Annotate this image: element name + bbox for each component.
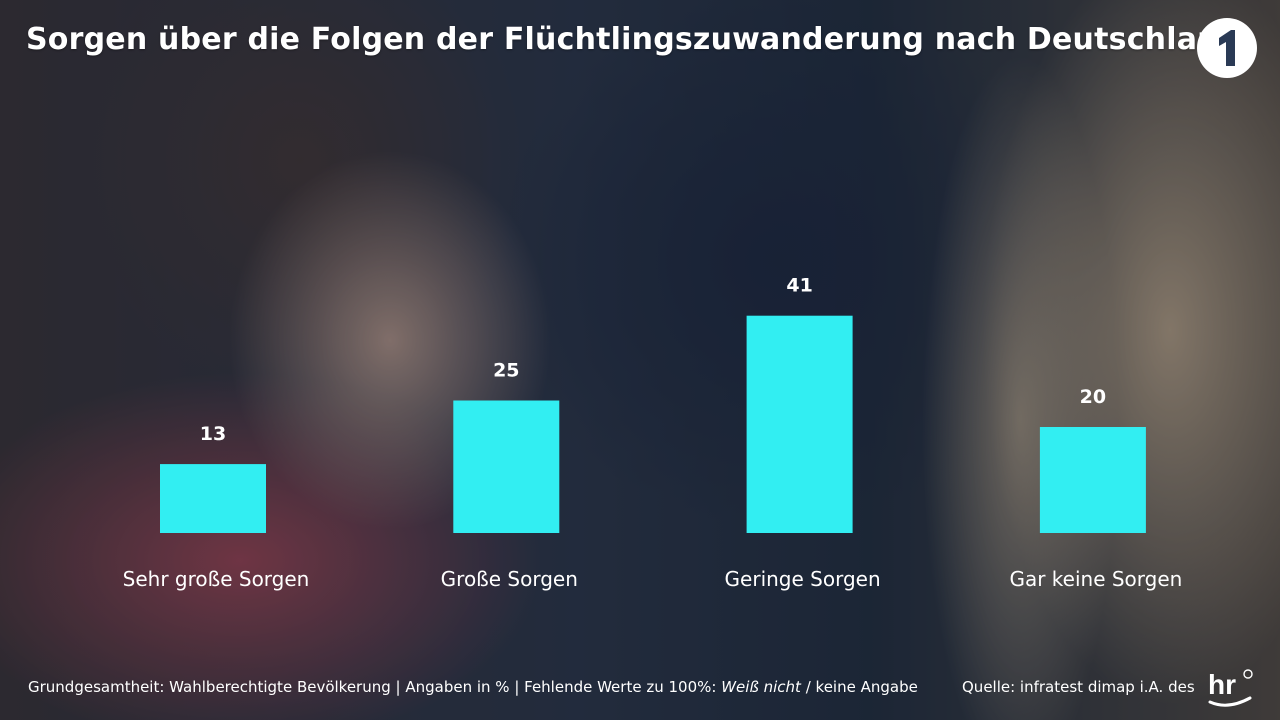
svg-text:hr: hr — [1208, 669, 1236, 700]
footer-base-prefix: Grundgesamtheit: Wahlberechtigte Bevölke… — [28, 678, 722, 696]
footer-source: Quelle: infratest dimap i.A. des — [962, 678, 1195, 696]
footer-base-italic: Weiß nicht — [721, 678, 801, 696]
hr-logo-icon: hr — [1208, 669, 1253, 707]
footer-base-suffix: / keine Angabe — [800, 678, 918, 696]
footer-base-note: Grundgesamtheit: Wahlberechtigte Bevölke… — [28, 678, 918, 696]
ard-logo-icon — [1197, 18, 1257, 78]
chart-title: Sorgen über die Folgen der Flüchtlingszu… — [26, 22, 1241, 57]
